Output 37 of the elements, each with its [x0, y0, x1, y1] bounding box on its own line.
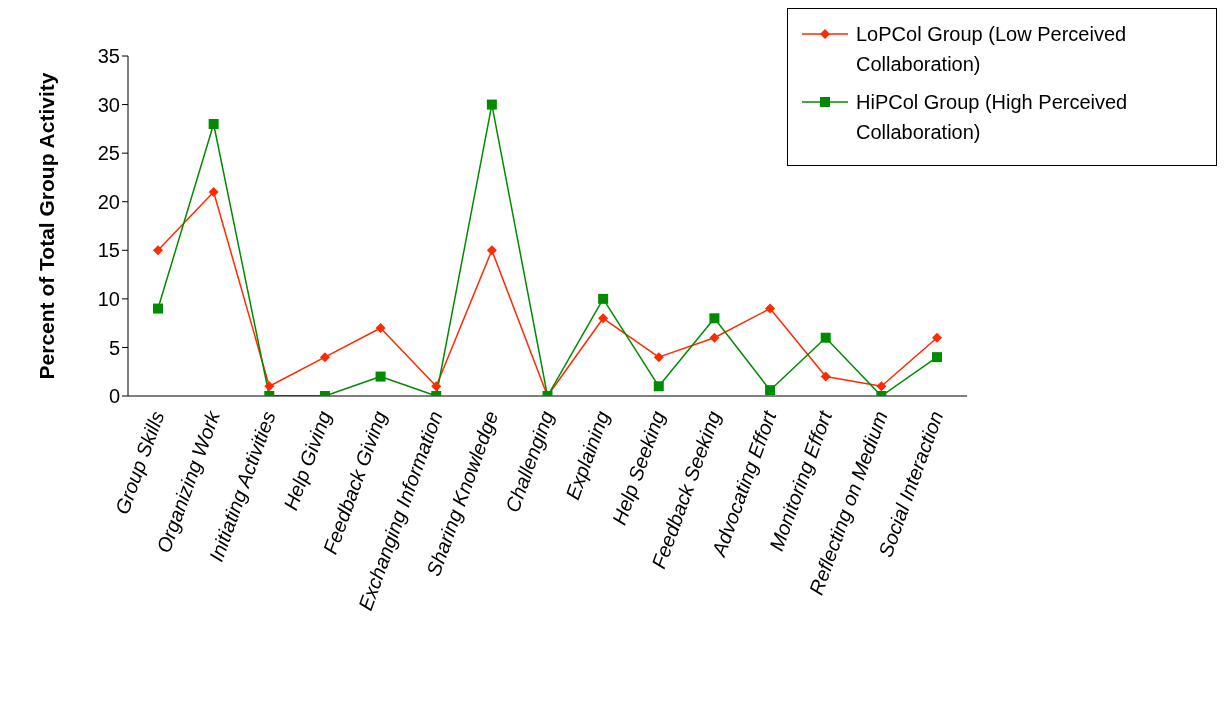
point	[709, 313, 720, 324]
legend-label: LoPCol Group (Low Perceived Collaboration)	[856, 22, 1128, 77]
point	[319, 352, 330, 363]
point	[598, 293, 609, 304]
y-tick-label: 20	[97, 190, 120, 213]
point	[375, 323, 386, 333]
point	[153, 245, 163, 256]
y-tick-label: 5	[108, 336, 120, 359]
point	[876, 381, 887, 392]
y-tick-label: 30	[97, 93, 120, 116]
point	[153, 303, 163, 314]
legend-label: HiPCol Group (High Perceived Collaboration)	[856, 90, 1129, 145]
point	[932, 332, 942, 343]
point	[653, 352, 664, 363]
y-tick-label: 35	[97, 45, 120, 68]
x-tick-label: Help Giving	[279, 408, 336, 513]
point	[208, 187, 219, 197]
y-tick-label: 15	[97, 239, 120, 262]
point	[765, 303, 776, 314]
point	[264, 381, 275, 392]
point	[709, 332, 720, 343]
point	[932, 352, 942, 363]
point	[820, 371, 831, 382]
point	[208, 119, 219, 129]
point	[486, 245, 497, 256]
point	[820, 332, 831, 343]
point	[486, 99, 497, 110]
point	[375, 371, 386, 382]
y-tick-label: 0	[108, 385, 120, 408]
point	[431, 381, 442, 392]
x-tick-label: Group Skills	[110, 408, 169, 518]
y-tick-label: 10	[97, 287, 120, 310]
point	[598, 313, 609, 324]
point	[765, 385, 776, 396]
y-tick-label: 25	[97, 142, 120, 165]
y-axis-title: Percent of Total Group Activity	[34, 72, 58, 380]
point	[653, 381, 664, 392]
